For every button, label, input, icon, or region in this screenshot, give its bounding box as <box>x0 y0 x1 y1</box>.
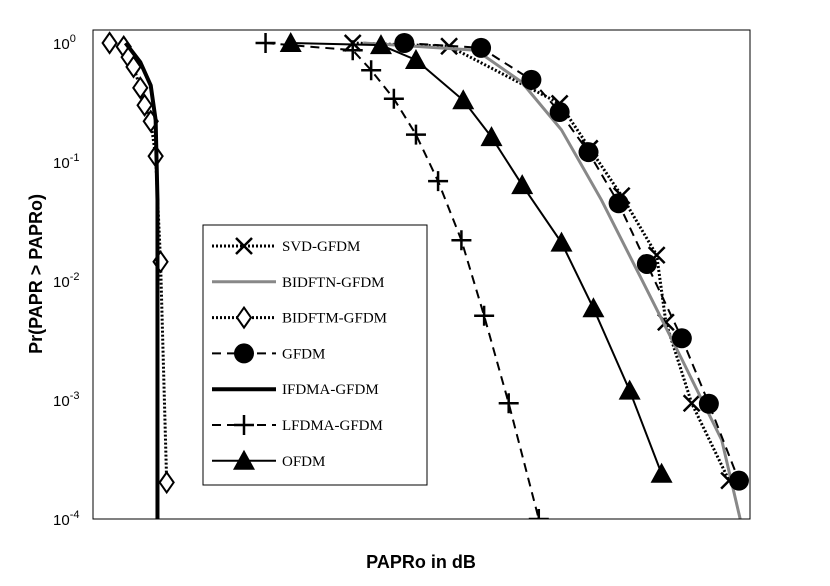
marker <box>698 393 719 414</box>
marker <box>636 253 657 274</box>
marker <box>474 305 495 326</box>
marker <box>582 297 605 318</box>
marker <box>233 449 255 470</box>
marker <box>405 124 426 145</box>
marker <box>451 230 472 251</box>
marker <box>125 55 142 79</box>
legend-label: BIDFTN-GFDM <box>282 275 385 291</box>
marker <box>608 193 629 214</box>
marker <box>369 34 392 55</box>
y-tick-label: 10-2 <box>53 271 79 291</box>
marker <box>101 31 118 55</box>
marker <box>452 89 475 110</box>
marker <box>549 102 570 123</box>
y-tick-label: 10-1 <box>53 152 79 172</box>
axes-frame <box>92 29 751 520</box>
legend-label: SVD-GFDM <box>282 239 360 255</box>
y-tick-label: 100 <box>53 33 76 53</box>
marker <box>471 37 492 58</box>
marker <box>618 379 641 400</box>
marker <box>440 37 459 56</box>
marker <box>528 509 549 519</box>
marker <box>428 171 449 192</box>
marker <box>234 343 254 364</box>
marker <box>521 69 542 90</box>
marker <box>235 237 253 255</box>
y-tick-label: 10-3 <box>53 390 79 410</box>
series-line <box>123 41 160 519</box>
marker <box>578 142 599 163</box>
marker <box>158 470 175 495</box>
marker <box>136 93 153 117</box>
x-axis-label: PAPRo in dB <box>366 552 476 572</box>
y-tick-label: 10-4 <box>53 509 79 529</box>
marker <box>132 76 149 100</box>
y-axis-label: Pr(PAPR > PAPRo) <box>26 194 46 354</box>
legend-label: LFDMA-GFDM <box>282 418 383 434</box>
marker <box>361 60 382 81</box>
legend-label: BIDFTM-GFDM <box>282 311 387 327</box>
marker <box>671 328 692 349</box>
series-line <box>404 42 740 482</box>
marker <box>498 393 519 414</box>
legend-label: OFDM <box>282 454 325 470</box>
marker <box>255 33 276 53</box>
marker <box>650 462 673 483</box>
marker <box>383 88 404 109</box>
marker <box>550 231 573 252</box>
legend-label: GFDM <box>282 346 325 362</box>
marker <box>728 470 749 491</box>
marker <box>480 126 503 147</box>
marker <box>404 48 427 69</box>
marker <box>511 174 534 195</box>
marker <box>235 305 253 330</box>
legend-label: IFDMA-GFDM <box>282 382 379 398</box>
marker <box>394 33 415 53</box>
marker <box>234 415 254 435</box>
series-line <box>290 42 663 475</box>
marker <box>682 394 701 413</box>
marker <box>279 32 302 52</box>
